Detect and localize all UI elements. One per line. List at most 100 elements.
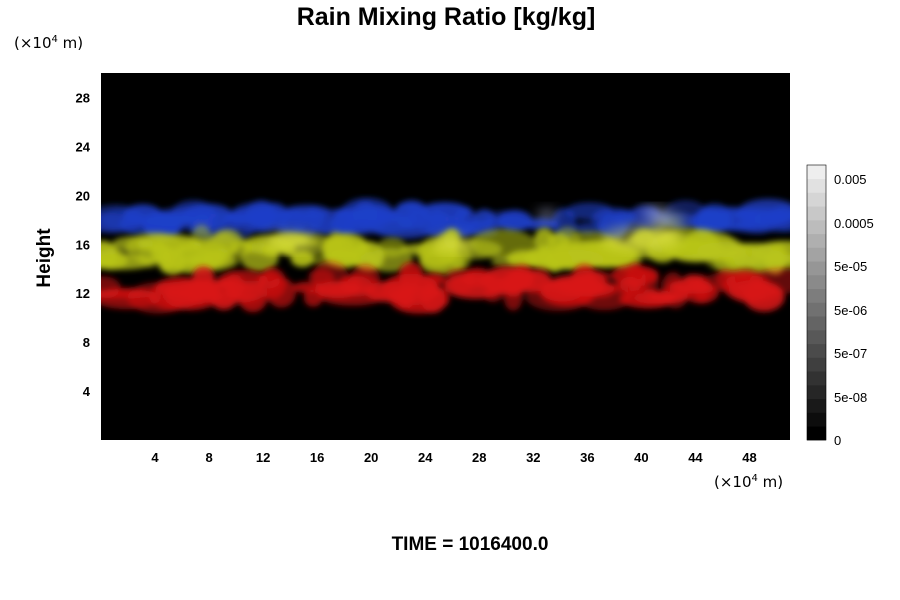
rain-blob (240, 242, 279, 272)
rain-blob (534, 227, 555, 252)
colorbar-swatch (807, 426, 826, 441)
rain-blob (697, 203, 732, 230)
x-axis-unit: (×104 m) (714, 473, 783, 491)
rain-blob (342, 276, 373, 297)
colorbar-frame (806, 164, 827, 441)
rain-blob (101, 208, 141, 231)
x-tick-label: 48 (742, 450, 756, 465)
y-axis-label: Height (34, 228, 55, 288)
rain-blob (483, 287, 503, 302)
x-tick-label: 36 (580, 450, 594, 465)
colorbar-swatch (807, 206, 826, 221)
colorbar-label: 5e-05 (834, 259, 867, 274)
colorbar-swatch (807, 343, 826, 358)
rain-blob (633, 291, 688, 305)
colorbar-swatch (807, 398, 826, 413)
time-label: TIME = 1016400.0 (392, 534, 549, 555)
rain-blob (449, 276, 473, 295)
y-tick-label: 20 (76, 188, 90, 203)
rain-blob (112, 236, 154, 252)
x-axis-ticks: 4 8 12 16 20 24 28 32 36 40 44 48 (151, 450, 756, 465)
y-tick-label: 16 (76, 237, 90, 252)
rain-blob (229, 207, 282, 222)
rain-blob (150, 241, 168, 264)
rain-blob (703, 270, 771, 293)
colorbar-swatch (807, 302, 826, 317)
colorbar-swatch (807, 178, 826, 193)
colorbar: 0.005 0.0005 5e-05 5e-06 5e-07 5e-08 0 (806, 164, 874, 448)
y-tick-label: 8 (83, 335, 90, 350)
y-tick-label: 12 (76, 286, 90, 301)
rain-blob (549, 240, 612, 268)
colorbar-swatch (807, 357, 826, 372)
colorbar-swatch (807, 385, 826, 400)
rain-blob (428, 208, 445, 233)
rain-field (101, 197, 790, 314)
colorbar-swatch (807, 275, 826, 290)
rain-blob (733, 221, 768, 234)
y-tick-label: 28 (76, 90, 90, 105)
rain-blob (697, 241, 757, 258)
rain-blob (341, 219, 385, 235)
rain-blob (453, 221, 494, 235)
colorbar-label: 0.0005 (834, 216, 874, 231)
rain-blob (264, 232, 317, 251)
colorbar-swatch (807, 192, 826, 207)
rain-blob (283, 205, 331, 219)
rain-blob (652, 214, 685, 231)
colorbar-swatch (807, 288, 826, 303)
rain-blob (406, 284, 444, 297)
colorbar-swatch (807, 220, 826, 235)
colorbar-label: 0 (834, 433, 841, 448)
colorbar-label: 5e-08 (834, 390, 867, 405)
y-tick-label: 24 (76, 139, 91, 154)
x-tick-label: 44 (688, 450, 703, 465)
rain-blob (571, 264, 598, 297)
rain-highlight (264, 206, 685, 253)
rain-blob (398, 262, 423, 288)
colorbar-label: 5e-06 (834, 303, 867, 318)
chart-title: Rain Mixing Ratio [kg/kg] (297, 3, 596, 31)
x-tick-label: 8 (205, 450, 212, 465)
colorbar-label: 0.005 (834, 172, 867, 187)
rain-blob (524, 218, 559, 230)
colorbar-swatch (807, 233, 826, 248)
rain-blob (536, 209, 557, 220)
rain-blob (640, 206, 669, 219)
x-tick-label: 4 (151, 450, 159, 465)
rain-blob (194, 288, 228, 304)
x-tick-label: 40 (634, 450, 648, 465)
y-axis-ticks: 4 8 12 16 20 24 28 (76, 90, 91, 399)
rain-blob (751, 240, 790, 264)
rain-blob (483, 216, 533, 229)
x-tick-label: 12 (256, 450, 270, 465)
colorbar-swatch (807, 412, 826, 427)
rain-blob (640, 269, 659, 294)
rain-blob (407, 202, 430, 224)
colorbar-swatch (807, 330, 826, 345)
colorbar-swatch (807, 371, 826, 386)
rain-blob (148, 281, 201, 311)
x-tick-label: 16 (310, 450, 324, 465)
rain-layer (101, 261, 790, 314)
colorbar-swatch (807, 316, 826, 331)
rain-blob (101, 288, 155, 299)
colorbar-label: 5e-07 (834, 346, 867, 361)
rain-blob (760, 209, 790, 226)
y-tick-label: 4 (83, 384, 91, 399)
rain-blob (326, 230, 344, 261)
rain-blob (601, 226, 682, 251)
rain-blob (618, 276, 642, 293)
x-tick-label: 28 (472, 450, 486, 465)
colorbar-swatch (807, 247, 826, 262)
colorbar-swatch (807, 165, 826, 180)
x-tick-label: 32 (526, 450, 540, 465)
colorbar-swatch (807, 261, 826, 276)
rain-blob (223, 273, 245, 298)
x-tick-label: 20 (364, 450, 378, 465)
rain-blob (257, 270, 281, 289)
rain-blob (509, 265, 535, 289)
y-axis-unit: (×104 m) (14, 34, 83, 52)
x-tick-label: 24 (418, 450, 433, 465)
